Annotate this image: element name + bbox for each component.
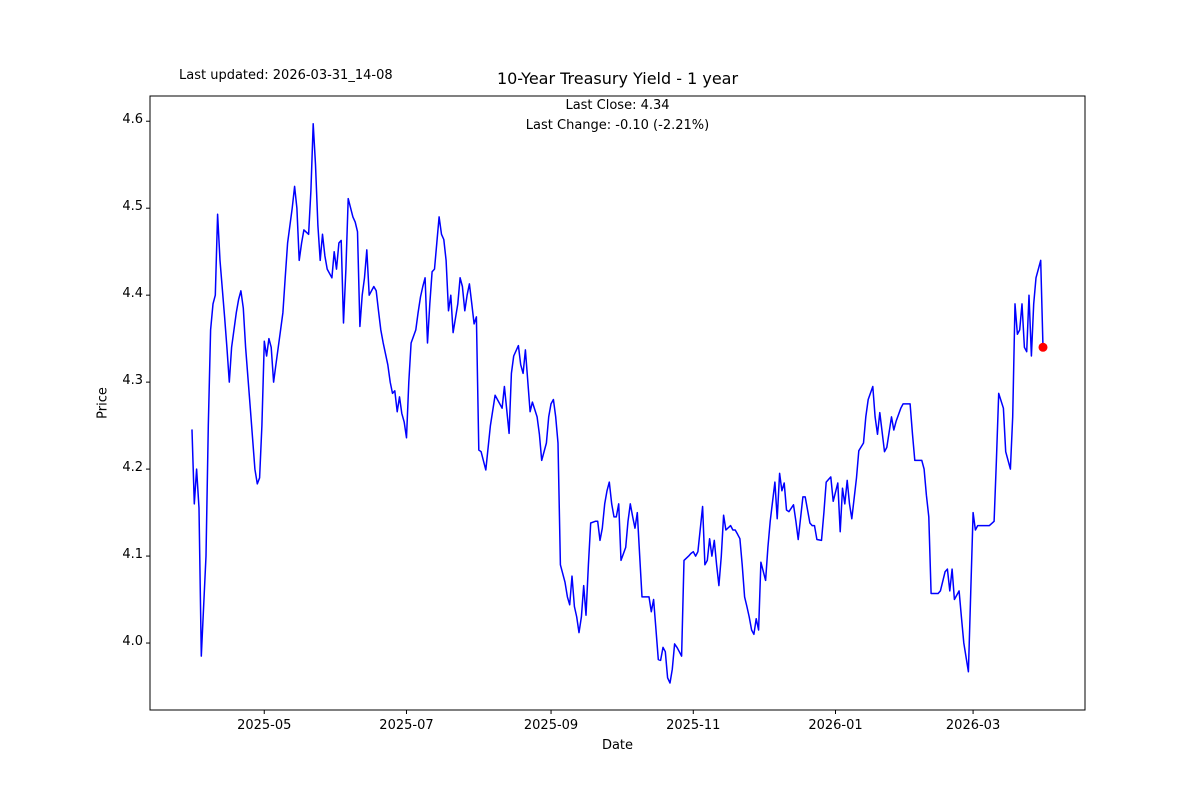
x-tick-label: 2025-05 <box>237 718 292 733</box>
y-tick-label: 4.0 <box>122 634 143 650</box>
y-tick-label: 4.6 <box>122 112 143 128</box>
x-tick-label: 2026-03 <box>945 718 1001 733</box>
x-tick-label: 2025-07 <box>379 718 434 733</box>
y-tick-label: 4.4 <box>122 286 143 302</box>
x-tick-label: 2025-09 <box>523 718 579 733</box>
chart-title: 10-Year Treasury Yield - 1 year <box>496 69 739 88</box>
last-close-annotation: Last Close: 4.34 <box>565 98 670 113</box>
x-axis-label: Date <box>601 738 634 753</box>
last-updated-text: Last updated: 2026-03-31_14-08 <box>179 68 393 83</box>
y-axis-label: Price <box>95 387 111 419</box>
last-price-marker <box>1038 342 1048 352</box>
price-line <box>191 123 1044 684</box>
x-tick-label: 2026-01 <box>808 718 863 733</box>
y-tick-label: 4.3 <box>122 373 143 389</box>
y-tick-label: 4.1 <box>122 547 143 563</box>
last-change-annotation: Last Change: -0.10 (-2.21%) <box>525 118 710 133</box>
x-tick-label: 2025-11 <box>666 718 721 733</box>
y-tick-label: 4.5 <box>122 199 143 215</box>
plot-border <box>149 95 1086 711</box>
y-tick-label: 4.2 <box>122 460 143 476</box>
